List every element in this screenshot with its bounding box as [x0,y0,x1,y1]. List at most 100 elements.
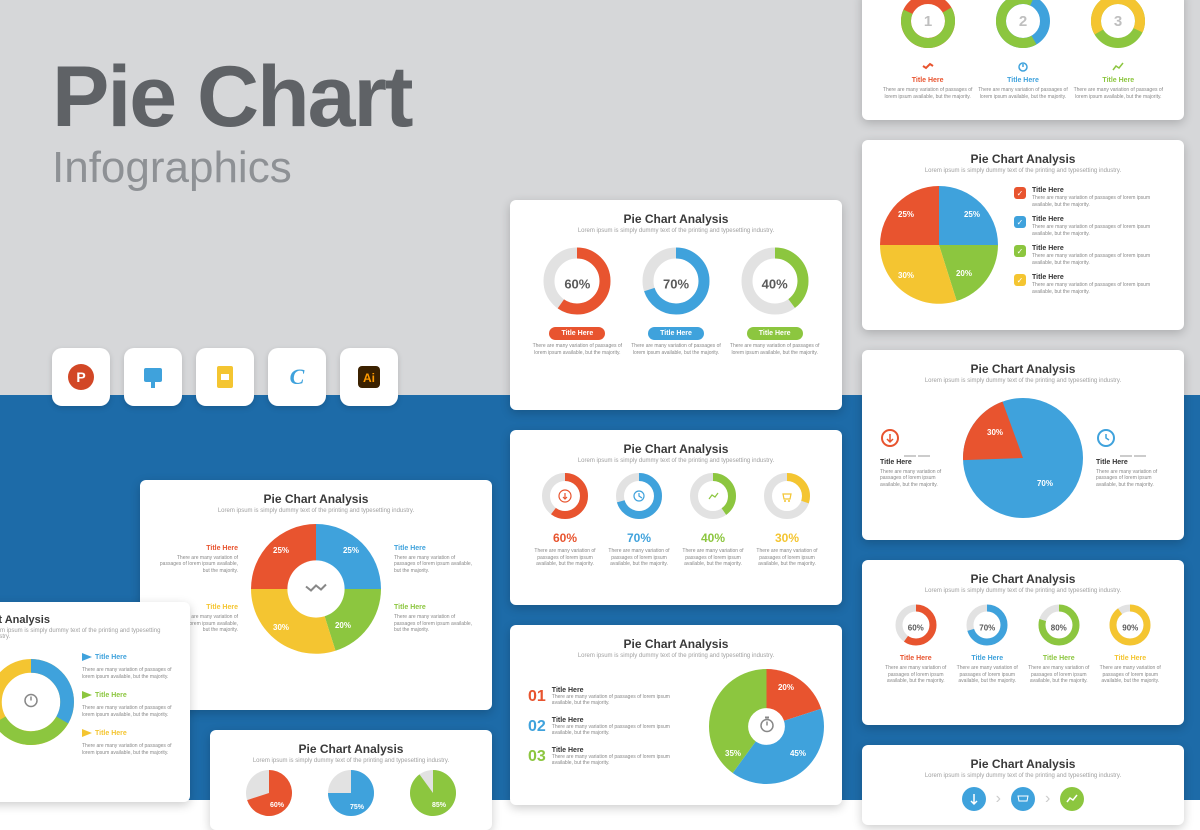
slice-pct: 70% [1037,479,1053,488]
list-title: Title Here [552,687,689,694]
slice-pct: 25% [343,546,359,555]
svg-text:C: C [290,364,305,389]
number-list: 01Title HereThere are many variation of … [528,687,689,767]
ring-title: Title Here [880,77,975,84]
card-left-partial: art Analysis Lorem ipsum is simply dummy… [0,602,190,802]
center-donut: 25% 25% 20% 30% [251,524,381,654]
clock-icon [1096,428,1116,448]
slides-icon [196,348,254,406]
callout-title: Title Here [394,545,474,552]
side-desc: There are many variation of passages of … [880,469,950,489]
legend-desc: There are many variation of passages of … [1032,282,1166,295]
item-desc: There are many variation of passages of … [676,548,750,568]
pie-3seg: 20% 45% 35% [709,669,824,784]
slice-pct: 30% [987,428,1003,437]
donut-pct: 90% [1122,623,1138,632]
pct-label: 30% [750,531,824,545]
donut-pct: 70% [979,623,995,632]
card-subtitle: Lorem ipsum is simply dummy text of the … [528,458,824,464]
card-subtitle: Lorem ipsum is simply dummy text of the … [528,228,824,234]
card-subtitle: Lorem ipsum is simply dummy text of the … [228,758,474,764]
stopwatch-icon [22,691,40,714]
mini-title: Title Here [880,655,952,662]
item-desc: There are many variation of passages of … [528,548,602,568]
check-icon: ✓ [1014,274,1026,286]
card-subtitle: Lorem ipsum is simply dummy text of the … [880,773,1166,779]
card-title-partial: art Analysis [0,614,172,626]
legend-list: ✓Title HereThere are many variation of p… [1014,187,1166,303]
ring-title: Title Here [1071,77,1166,84]
small-pie [410,770,456,816]
svg-text:3: 3 [1114,13,1122,30]
donut-desc: There are many variation of passages of … [725,343,824,356]
card-title: Pie Chart Analysis [880,572,1166,586]
slice-pct: 30% [898,271,914,280]
list-num: 03 [528,748,546,766]
slice-pct: 30% [273,623,289,632]
list-num: 01 [528,688,546,706]
svg-text:P: P [76,369,85,385]
svg-text:Ai: Ai [363,371,375,385]
callout-desc: There are many variation of passages of … [394,555,474,575]
format-icons-row: P C Ai [52,348,398,406]
card-title: Pie Chart Analysis [158,492,474,506]
donut-desc: There are many variation of passages of … [528,343,627,356]
handshake-icon [921,60,935,72]
timer-icon [1016,60,1030,72]
arrow-icon [82,653,92,661]
card-title: Pie Chart Analysis [228,742,474,756]
svg-text:1: 1 [923,13,931,30]
legend-desc: There are many variation of passages of … [1032,224,1166,237]
slice-pct: 85% [432,802,446,809]
item-desc: There are many variation of passages of … [602,548,676,568]
card-title: Pie Chart Analysis [880,152,1166,166]
check-icon: ✓ [1014,187,1026,199]
arrow-icon [82,691,92,699]
legend-desc: There are many variation of passages of … [1032,253,1166,266]
mini-title: Title Here [1023,655,1095,662]
stopwatch-icon [758,715,776,738]
check-icon: ✓ [1014,216,1026,228]
ring-2-icon: 2 [996,0,1050,48]
hero-block: Pie Chart Infographics [52,48,412,193]
card-3donut: Pie Chart Analysis Lorem ipsum is simply… [510,200,842,410]
hero-title: Pie Chart [52,48,412,147]
chart-up-icon [1111,60,1125,72]
callout-desc: There are many variation of passages of … [394,614,474,634]
pill-label: Title Here [648,327,704,340]
list-title: Title Here [552,747,689,754]
callout-desc: There are many variation of passages of … [158,555,238,575]
mini-desc: There are many variation of passages of … [952,665,1024,685]
pct-label: 40% [676,531,750,545]
legend-desc: There are many variation of passages of … [1032,195,1166,208]
ring-3-icon: 3 [1091,0,1145,48]
arrow-icon [82,729,92,737]
legend-title: Title Here [1032,274,1166,281]
pct-label: 60% [528,531,602,545]
card-subtitle: Lorem ipsum is simply dummy text of the … [528,653,824,659]
card-pie-legend: Pie Chart Analysis Lorem ipsum is simply… [862,140,1184,330]
slice-pct: 20% [778,683,794,692]
callout-desc: There are many variation of passages of … [82,705,172,718]
slice-pct: 45% [790,749,806,758]
card-title: Pie Chart Analysis [880,757,1166,771]
check-icon: ✓ [1014,245,1026,257]
powerpoint-icon: P [52,348,110,406]
pie-2seg: 30% 70% [963,398,1083,518]
slice-pct: 25% [273,546,289,555]
slice-pct: 20% [335,621,351,630]
legend-title: Title Here [1032,187,1166,194]
slice-pct: 25% [964,210,980,219]
item-desc: There are many variation of passages of … [750,548,824,568]
circle-chart-icon [1058,785,1086,813]
circle-cart-icon [1009,785,1037,813]
chevron-icon: › [1045,790,1050,808]
side-title: Title Here [1096,459,1166,466]
card-num-pie: Pie Chart Analysis Lorem ipsum is simply… [510,625,842,805]
ring-1-icon: 1 [901,0,955,48]
ring-title: Title Here [975,77,1070,84]
card-subtitle: Lorem ipsum is simply dummy text of the … [880,588,1166,594]
card-title: Pie Chart Analysis [528,442,824,456]
donut-pct: 60% [564,276,590,291]
download-icon [880,428,900,448]
